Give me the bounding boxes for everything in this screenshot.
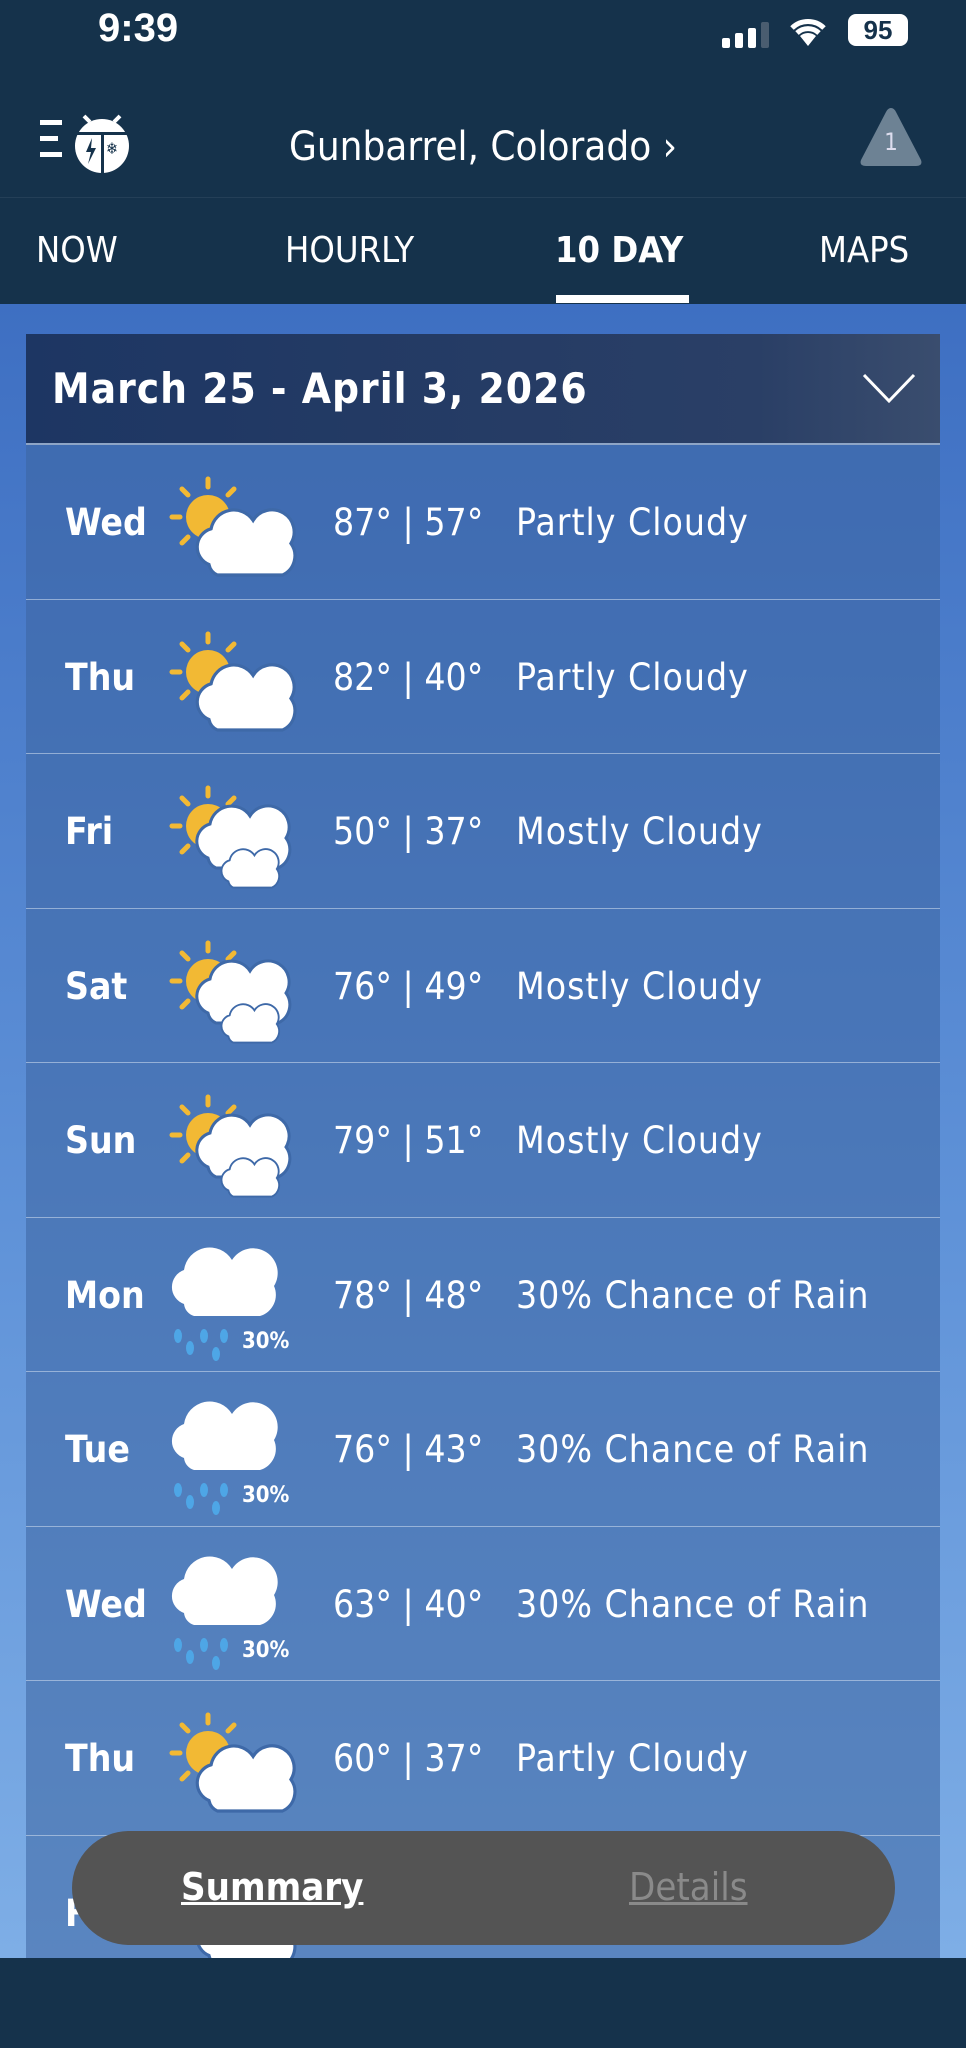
summary-button[interactable]: Summary	[181, 1865, 364, 1909]
chevron-down-icon[interactable]	[862, 372, 916, 404]
forecast-row[interactable]: Wed 87° | 57° Partly Cloudy	[26, 445, 940, 600]
condition-text: Partly Cloudy	[516, 1737, 749, 1780]
forecast-card: March 25 - April 3, 2026 Wed 87° | 57° P…	[26, 334, 940, 1990]
view-toggle: Summary Details	[72, 1831, 895, 1945]
mostly-cloudy-icon	[169, 940, 292, 1044]
precip-chance: 30%	[242, 1329, 290, 1354]
forecast-row[interactable]: Fri 50° | 37° Mostly Cloudy	[26, 754, 940, 909]
condition-text: Mostly Cloudy	[516, 1119, 763, 1162]
svg-text:❄: ❄	[106, 139, 118, 158]
alerts-button[interactable]: 1	[858, 106, 924, 168]
high-low-temps: 76° | 49°	[333, 964, 484, 1008]
alert-count: 1	[884, 128, 898, 156]
partly-cloudy-icon	[169, 476, 297, 577]
active-tab-indicator	[556, 295, 689, 303]
forecast-row[interactable]: Wed 30% 63° | 40° 30% Chance of Rain	[26, 1526, 940, 1681]
condition-text: 30% Chance of Rain	[516, 1582, 870, 1626]
condition-text: Mostly Cloudy	[516, 964, 763, 1008]
date-range-header[interactable]: March 25 - April 3, 2026	[26, 334, 940, 445]
alert-triangle-icon	[860, 108, 922, 166]
status-bar: 9:39 95	[0, 0, 966, 80]
high-low-temps: 60° | 37°	[333, 1737, 484, 1780]
tab-maps[interactable]: MAPS	[819, 230, 910, 271]
partly-cloudy-icon	[169, 631, 297, 732]
tab-hourly[interactable]: HOURLY	[285, 230, 415, 271]
tab-now[interactable]: NOW	[36, 230, 118, 271]
day-label: Wed	[65, 1582, 147, 1626]
high-low-temps: 87° | 57°	[333, 501, 484, 544]
day-label: Tue	[65, 1428, 130, 1471]
precip-chance: 30%	[242, 1483, 290, 1508]
forecast-row[interactable]: Sun 79° | 51° Mostly Cloudy	[26, 1063, 940, 1218]
forecast-row[interactable]: Mon 30% 78° | 48° 30% Chance of Rain	[26, 1217, 940, 1372]
day-label: Mon	[65, 1273, 145, 1317]
forecast-row[interactable]: Sat 76° | 49° Mostly Cloudy	[26, 908, 940, 1063]
tab-10-day[interactable]: 10 DAY	[555, 230, 684, 271]
tab-bar: NOW HOURLY 10 DAY MAPS	[0, 198, 966, 304]
day-label: Fri	[65, 810, 114, 853]
high-low-temps: 50° | 37°	[333, 810, 484, 853]
condition-text: Partly Cloudy	[516, 655, 749, 699]
battery-indicator: 95	[848, 14, 908, 46]
forecast-row[interactable]: Thu 60° | 37° Partly Cloudy	[26, 1681, 940, 1836]
forecast-row[interactable]: Tue 30% 76° | 43° 30% Chance of Rain	[26, 1372, 940, 1527]
menu-logo-icon[interactable]: ❄	[40, 108, 140, 174]
clock: 9:39	[98, 6, 179, 50]
location-name: Gunbarrel, Colorado	[288, 124, 652, 170]
high-low-temps: 79° | 51°	[333, 1119, 484, 1162]
bottom-bar	[0, 1958, 966, 2048]
high-low-temps: 78° | 48°	[333, 1273, 484, 1317]
day-label: Thu	[65, 1737, 136, 1780]
date-range: March 25 - April 3, 2026	[52, 364, 588, 413]
cellular-signal-icon	[722, 22, 769, 48]
high-low-temps: 82° | 40°	[333, 655, 484, 699]
rain-icon: 30%	[171, 1246, 290, 1361]
precip-chance: 30%	[242, 1638, 290, 1663]
day-label: Sat	[65, 964, 128, 1008]
raindrops-icon	[174, 1483, 228, 1515]
raindrops-icon	[174, 1328, 228, 1361]
cloud-icon	[171, 1401, 278, 1470]
mostly-cloudy-icon	[169, 785, 292, 889]
details-button[interactable]: Details	[629, 1865, 748, 1909]
high-low-temps: 63° | 40°	[333, 1582, 484, 1626]
location-selector[interactable]: Gunbarrel, Colorado ›	[0, 124, 966, 170]
chevron-right-icon: ›	[662, 124, 678, 170]
day-label: Thu	[65, 655, 136, 699]
condition-text: 30% Chance of Rain	[516, 1273, 870, 1317]
raindrops-icon	[174, 1637, 228, 1670]
partly-cloudy-icon	[169, 1712, 297, 1813]
rain-icon: 30%	[171, 1401, 290, 1515]
cloud-icon	[171, 1555, 278, 1625]
day-label: Wed	[65, 501, 147, 544]
condition-text: Mostly Cloudy	[516, 810, 763, 853]
cloud-icon	[171, 1246, 278, 1316]
app-header: ❄ Gunbarrel, Colorado › 1	[0, 80, 966, 198]
wifi-icon	[790, 19, 826, 46]
condition-text: Partly Cloudy	[516, 501, 749, 544]
day-label: Sun	[65, 1119, 137, 1162]
high-low-temps: 76° | 43°	[333, 1428, 484, 1471]
forecast-row[interactable]: Thu 82° | 40° Partly Cloudy	[26, 599, 940, 754]
rain-icon: 30%	[171, 1555, 290, 1670]
mostly-cloudy-icon	[169, 1094, 292, 1198]
condition-text: 30% Chance of Rain	[516, 1428, 870, 1471]
